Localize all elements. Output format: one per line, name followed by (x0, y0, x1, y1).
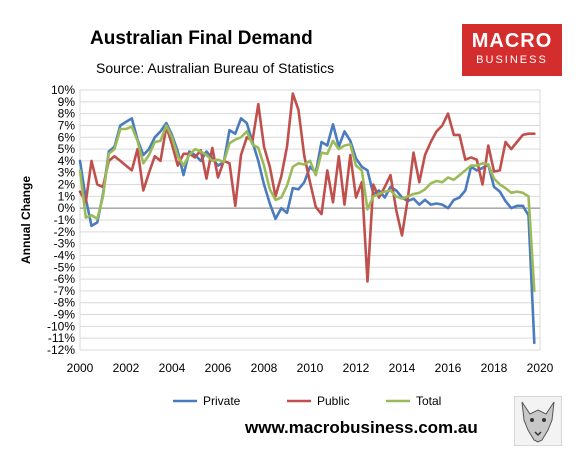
series-line-private (78, 117, 536, 345)
y-tick-label: 7% (58, 118, 76, 132)
x-tick-label: 2004 (159, 361, 186, 375)
y-tick-label: 3% (58, 166, 76, 180)
y-tick-label: 1% (58, 189, 76, 203)
chart-title: Australian Final Demand (90, 28, 313, 49)
y-tick-label: -3% (54, 237, 76, 251)
x-tick-label: 2010 (297, 361, 324, 375)
y-tick-label: -4% (54, 248, 76, 262)
y-tick-label: -5% (54, 260, 76, 274)
y-tick-label: -11% (48, 331, 75, 345)
y-tick-label: -10% (47, 319, 75, 333)
logo-text-macro: MACRO (471, 30, 553, 52)
x-tick-label: 2012 (343, 361, 370, 375)
axes: 10%9%8%7%6%5%4%3%2%1%0%-1%-2%-3%-4%-5%-6… (47, 83, 554, 375)
y-tick-label: -9% (54, 308, 76, 322)
x-tick-label: 2008 (251, 361, 278, 375)
gridlines (79, 89, 541, 351)
legend-label-total: Total (416, 394, 441, 408)
legend-label-public: Public (317, 394, 350, 408)
wolf-logo-icon (514, 396, 562, 446)
logo-text-business: BUSINESS (476, 54, 548, 66)
x-tick-label: 2014 (389, 361, 416, 375)
x-tick-label: 2018 (481, 361, 508, 375)
y-tick-label: -7% (54, 284, 76, 298)
y-tick-label: 9% (58, 95, 76, 109)
series-line-total (78, 124, 536, 293)
y-tick-label: 10% (51, 83, 75, 97)
x-tick-label: 2006 (205, 361, 232, 375)
y-tick-label: -2% (54, 225, 76, 239)
y-tick-label: -8% (54, 296, 76, 310)
y-axis-label: Annual Change (19, 176, 33, 264)
y-tick-label: -12% (47, 343, 75, 357)
macrobusiness-logo: MACRO BUSINESS (462, 24, 562, 76)
x-tick-label: 2000 (67, 361, 94, 375)
y-tick-label: 8% (58, 107, 76, 121)
y-tick-label: 5% (58, 142, 76, 156)
legend-label-private: Private (203, 394, 241, 408)
y-tick-label: 0% (58, 201, 76, 215)
legend: Private Public Total (173, 394, 441, 408)
y-tick-label: 6% (58, 130, 76, 144)
chart-source: Source: Australian Bureau of Statistics (96, 60, 335, 76)
y-tick-label: 2% (58, 178, 76, 192)
y-tick-label: -1% (54, 213, 76, 227)
series-lines (78, 92, 536, 345)
y-tick-label: -6% (54, 272, 76, 286)
x-tick-label: 2020 (527, 361, 554, 375)
series-line-public (78, 92, 536, 283)
x-tick-label: 2002 (113, 361, 140, 375)
website-url: www.macrobusiness.com.au (245, 418, 478, 437)
x-tick-label: 2016 (435, 361, 462, 375)
y-tick-label: 4% (58, 154, 76, 168)
